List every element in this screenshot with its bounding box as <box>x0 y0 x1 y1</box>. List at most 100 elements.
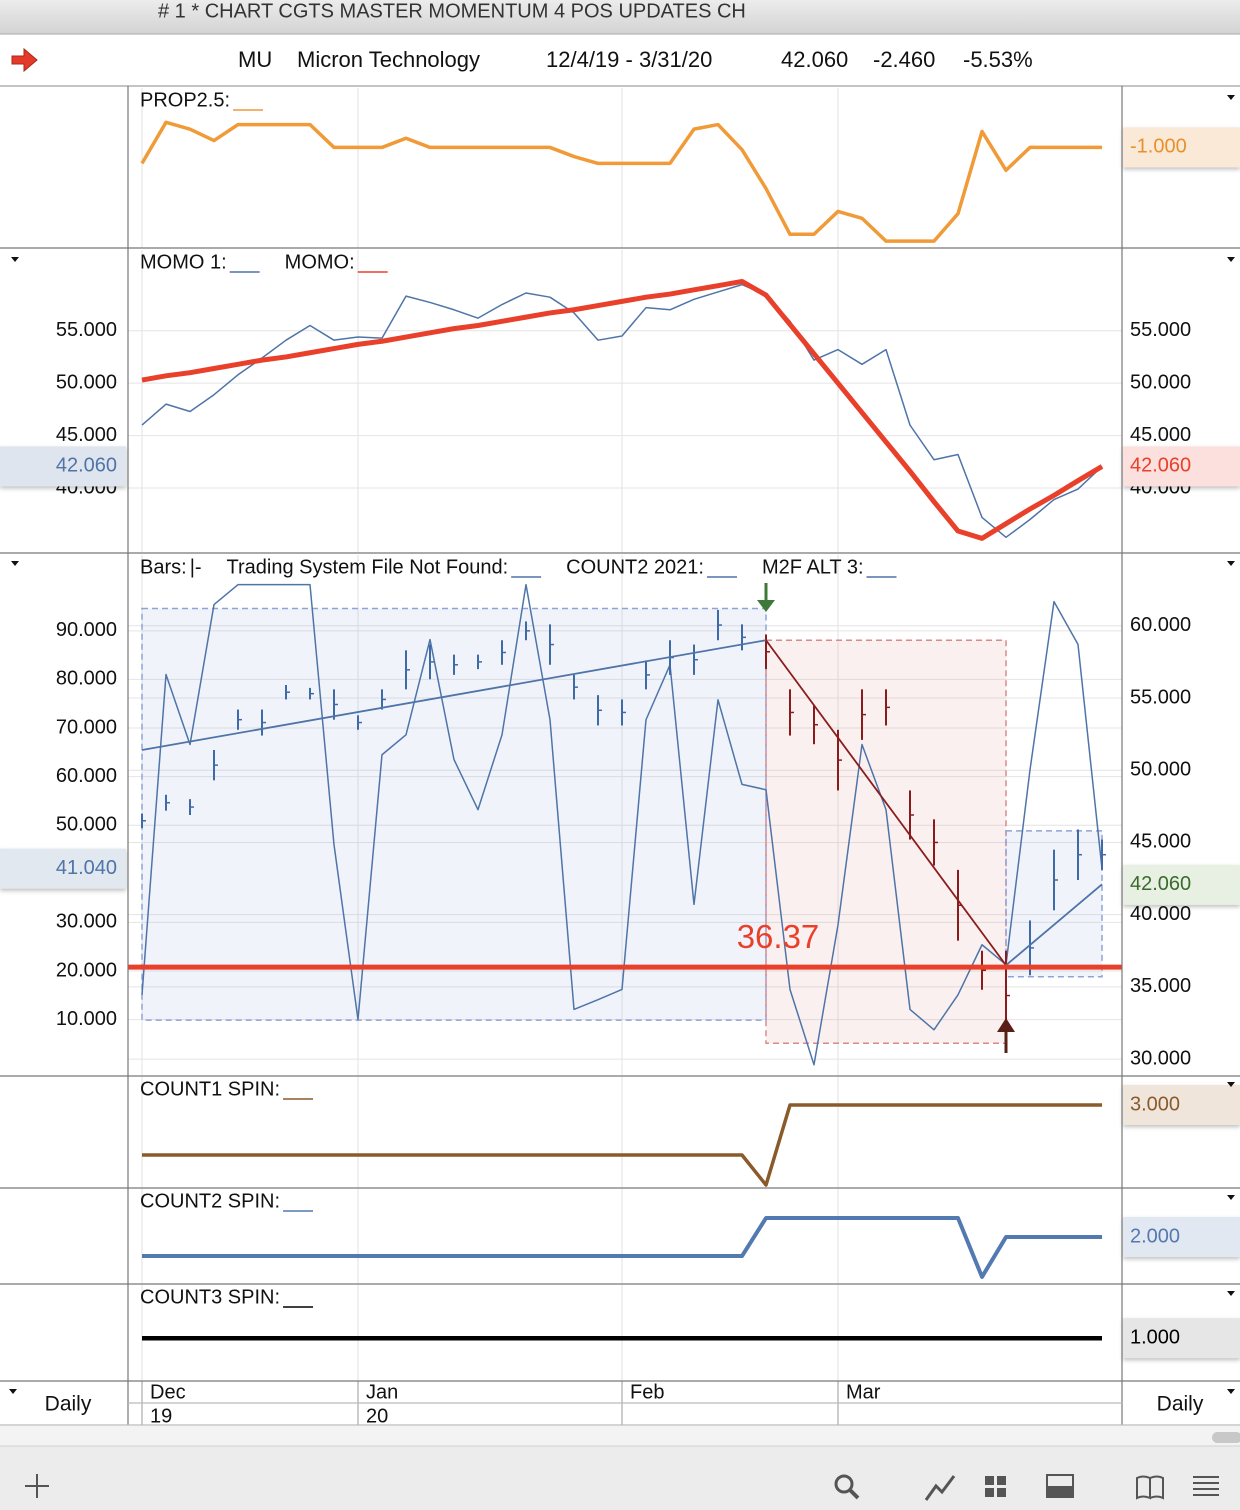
legend-label: PROP2.5: <box>140 89 230 111</box>
panel: 10.000 20.000 30.000 50.000 60.000 70.000 80.0… <box>0 555 1240 1075</box>
chart-button[interactable] <box>924 1475 956 1501</box>
y-tick-label: 55.000 <box>56 319 117 341</box>
value-tag-label: 1.000 <box>1130 1326 1180 1348</box>
percent-change: -5.53% <box>963 47 1033 72</box>
value-tag <box>1123 1085 1240 1125</box>
toolbar <box>0 1446 1240 1510</box>
value-tag <box>1123 446 1240 487</box>
title-bar <box>0 0 1240 34</box>
panel: COUNT1 SPIN: 3.000 <box>140 1077 1240 1187</box>
menu-triangle[interactable] <box>1227 257 1235 262</box>
legend-symbol: |- <box>190 556 202 578</box>
level-label: 36.37 <box>737 918 820 955</box>
frame <box>0 86 1240 1426</box>
toolbar-icons <box>25 1474 1219 1501</box>
value-tag-label: 42.060 <box>56 455 117 477</box>
y-tick-label: 50.000 <box>56 371 117 393</box>
legend-label: COUNT3 SPIN: <box>140 1286 280 1308</box>
price-change: -2.460 <box>873 47 935 72</box>
sell-arrow-head <box>757 600 775 612</box>
signal-arrows <box>757 583 1015 1053</box>
value-tag <box>1123 1318 1240 1359</box>
y-tick-label: 30.000 <box>1130 1047 1191 1069</box>
y-tick-label: 90.000 <box>56 619 117 641</box>
scroll-thumb[interactable] <box>1212 1432 1240 1443</box>
y-tick-label: 10.000 <box>56 1008 117 1030</box>
x-tick-year: 19 <box>150 1405 172 1427</box>
y-tick-label: 80.000 <box>56 668 117 690</box>
menu-triangle[interactable] <box>1227 1291 1235 1296</box>
panel: COUNT3 SPIN: 1.000 <box>140 1285 1240 1380</box>
y-tick-label: 50.000 <box>1130 759 1191 781</box>
y-tick-label: 35.000 <box>1130 975 1191 997</box>
legend-label: COUNT2 2021: <box>566 556 704 578</box>
period-label[interactable]: Daily <box>1157 1393 1204 1416</box>
menu-triangle[interactable] <box>11 257 19 262</box>
header-row: MU Micron Technology 12/4/19 - 3/31/20 4… <box>11 47 1033 73</box>
icon-cell <box>985 1488 994 1497</box>
value-tag <box>1123 864 1240 905</box>
value-tag-label: 2.000 <box>1130 1225 1180 1247</box>
y-tick-label: 40.000 <box>1130 903 1191 925</box>
x-tick-label: Jan <box>366 1381 398 1403</box>
date-range: 12/4/19 - 3/31/20 <box>546 47 712 72</box>
line-series <box>142 1103 1102 1187</box>
menu-triangle[interactable] <box>1227 95 1235 100</box>
value-tag <box>1123 1217 1240 1258</box>
menu-triangle[interactable] <box>1227 1195 1235 1200</box>
menu-triangle[interactable] <box>1227 1082 1235 1087</box>
y-tick-label: 45.000 <box>56 424 117 446</box>
x-tick-year: 20 <box>366 1405 388 1427</box>
period-label[interactable]: Daily <box>45 1393 92 1416</box>
legend-label: MOMO: <box>285 251 355 273</box>
icon-cell <box>997 1476 1006 1485</box>
value-tag-label: -1.000 <box>1130 136 1187 158</box>
last-price: 42.060 <box>781 47 848 72</box>
y-tick-label: 50.000 <box>1130 371 1191 393</box>
icon-cell <box>985 1476 994 1485</box>
scroll-track <box>0 1426 1240 1446</box>
panel: PROP2.5: -1.000 <box>140 88 1240 248</box>
trend-line <box>765 639 1007 966</box>
y-tick-label: 30.000 <box>56 911 117 933</box>
value-tag-label: 42.060 <box>1130 873 1191 895</box>
value-tag <box>1123 127 1240 168</box>
legend-label: M2F ALT 3: <box>762 556 864 578</box>
panel-button-fill <box>1046 1486 1074 1498</box>
buy-arrow-head <box>997 1018 1015 1032</box>
line-series <box>140 120 1102 243</box>
line-series <box>141 278 1104 541</box>
value-tag <box>0 446 126 487</box>
search-button[interactable] <box>834 1474 854 1494</box>
legend-label: Trading System File Not Found: <box>227 556 509 578</box>
go-arrow-icon[interactable] <box>11 47 38 73</box>
y-tick-label: 20.000 <box>56 959 117 981</box>
y-tick-label: 55.000 <box>1130 686 1191 708</box>
panel: COUNT2 SPIN: 2.000 <box>140 1189 1240 1283</box>
menu-triangle[interactable] <box>1227 561 1235 566</box>
book-button[interactable] <box>1136 1475 1164 1500</box>
value-tag-label: 3.000 <box>1130 1093 1180 1115</box>
trend-line <box>141 639 767 751</box>
layout-button[interactable] <box>985 1476 1006 1497</box>
x-tick-label: Feb <box>630 1381 664 1403</box>
x-tick-label: Dec <box>150 1381 186 1403</box>
menu-triangle[interactable] <box>1227 1389 1235 1394</box>
y-tick-label: 45.000 <box>1130 424 1191 446</box>
legend-label: Bars: <box>140 556 187 578</box>
y-tick-label: 50.000 <box>56 813 117 835</box>
list-button[interactable] <box>1193 1476 1219 1496</box>
add-button[interactable] <box>25 1474 49 1498</box>
legend-label: COUNT1 SPIN: <box>140 1078 280 1100</box>
y-tick-label: 60.000 <box>56 765 117 787</box>
menu-triangle[interactable] <box>11 561 19 566</box>
x-tick-label: Mar <box>846 1381 881 1403</box>
legend-label: MOMO 1: <box>140 251 227 273</box>
menu-triangle[interactable] <box>9 1389 17 1394</box>
y-tick-label: 70.000 <box>56 716 117 738</box>
icon-cell <box>997 1488 1006 1497</box>
line-series <box>141 283 1103 539</box>
